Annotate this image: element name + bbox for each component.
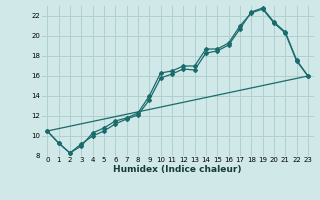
X-axis label: Humidex (Indice chaleur): Humidex (Indice chaleur) xyxy=(113,165,242,174)
